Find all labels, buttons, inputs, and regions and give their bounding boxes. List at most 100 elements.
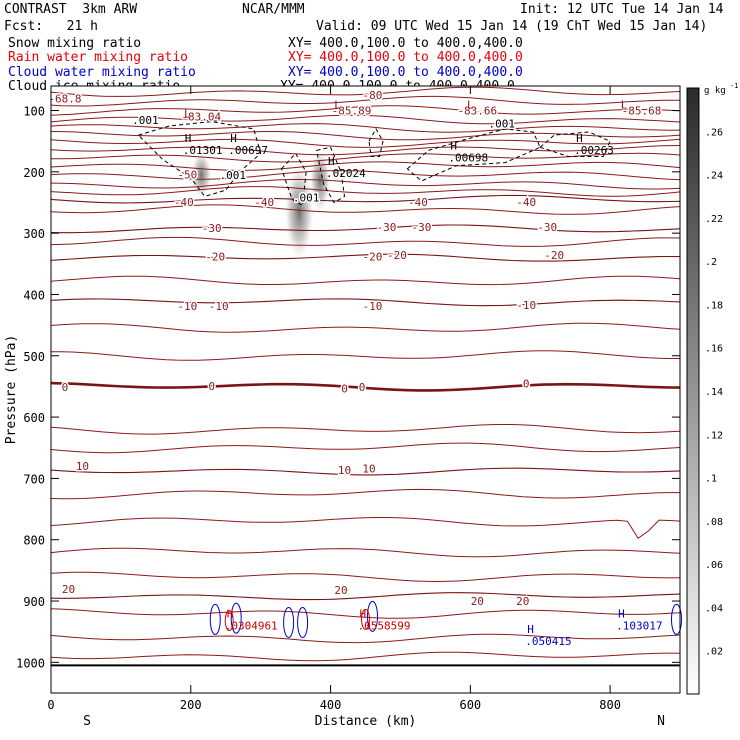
colorbar-tick-label: .26 (705, 127, 723, 138)
x-tick-label: 200 (180, 698, 202, 712)
temperature-label: 0 (359, 381, 366, 394)
temperature-label: 0 (208, 380, 215, 393)
isotherm-line (50, 130, 681, 141)
minimum-L-marker: L (334, 98, 341, 111)
isotherm-10 (50, 467, 681, 476)
cloud-ice-label: .001 (293, 191, 320, 204)
isotherm-line (50, 571, 681, 583)
maximum-value: .0558599 (358, 619, 411, 632)
temperature-label: -50 (177, 168, 197, 181)
isotherm-line (50, 488, 680, 500)
org-label: NCAR/MMM (242, 2, 305, 17)
cloud-ice-contour (539, 131, 611, 157)
temperature-label: -40 (174, 196, 194, 209)
cloud-ice-contour (281, 152, 307, 207)
temperature-label: -10 (363, 300, 383, 313)
temperature-label: -40 (408, 196, 428, 209)
cloud-ice-contour (316, 146, 346, 204)
isotherm-line (50, 236, 681, 247)
cloud-ice-contour (137, 121, 262, 197)
temperature-label: -20 (387, 249, 407, 262)
colorbar-unit: g kg (704, 86, 726, 96)
temperature-label: -20 (544, 249, 564, 262)
isotherm-line (50, 114, 681, 125)
isotherm-line (50, 442, 681, 454)
y-axis-title: Pressure (hPa) (4, 335, 19, 445)
isotherm-line (50, 161, 681, 171)
x-tick-label: 0 (47, 698, 54, 712)
maximum-value: .00698 (448, 152, 488, 165)
temperature-label: -10 (177, 300, 197, 313)
isotherm--10 (50, 298, 681, 307)
temperature-label: -30 (202, 222, 222, 235)
isotherm-line (50, 186, 681, 197)
maximum-H-marker: H (618, 607, 625, 620)
isotherm-line (50, 123, 681, 133)
temperature-label: -20 (205, 250, 225, 263)
cloud-water-contour (209, 603, 221, 635)
isotherm-line (50, 204, 681, 215)
cloud-ice-contour (406, 128, 541, 182)
field-name-snow: Snow mixing ratio (8, 36, 142, 51)
colorbar (686, 87, 700, 695)
maximum-value: .0304961 (225, 619, 278, 632)
plot-frame (50, 85, 681, 694)
maximum-value: .02024 (326, 167, 366, 180)
isotherm-line (51, 350, 680, 361)
x-tick-label: 400 (320, 698, 342, 712)
temperature-label: 10 (76, 460, 89, 473)
colorbar-tick-label: .02 (705, 647, 723, 658)
temperature-label: -80 (363, 89, 383, 102)
maximum-H-marker: H (450, 140, 457, 153)
minimum-L-marker: L (621, 98, 628, 111)
isotherm-20 (50, 592, 681, 601)
isotherm-line (50, 547, 681, 558)
y-tick-label: 200 (23, 166, 45, 180)
forecast-hour: Fcst: 21 h (4, 19, 98, 34)
isotherm-line (50, 179, 681, 190)
y-tick-label: 800 (23, 534, 45, 548)
field-xy-cloud-water: XY= 400.0,100.0 to 400.0,400.0 (288, 65, 523, 80)
temperature-label: -10 (516, 299, 536, 312)
temperature-label: 10 (362, 463, 375, 476)
temperature-label: 20 (62, 583, 75, 596)
temperature-label: -30 (411, 221, 431, 234)
temperature-label: -83.66 (457, 105, 497, 118)
colorbar-tick-label: .24 (705, 171, 723, 182)
minimum-L-marker: L (184, 108, 191, 121)
isotherm-0 (50, 381, 681, 392)
x-axis-title: Distance (km) (315, 714, 417, 729)
colorbar-tick-label: .1 (705, 474, 717, 485)
valid-time: Valid: 09 UTC Wed 15 Jan 14 (19 ChT Wed … (316, 19, 708, 34)
y-tick-label: 100 (23, 105, 45, 119)
cloud-ice-label: .001 (132, 114, 159, 127)
maximum-H-marker: H (576, 132, 583, 145)
north-label: N (657, 714, 665, 729)
isotherm-line (50, 95, 680, 107)
colorbar-tick-label: .18 (705, 300, 723, 311)
temperature-label: -85.68 (622, 105, 662, 118)
temperature-label: -30 (537, 221, 557, 234)
colorbar-tick-label: .06 (705, 560, 723, 571)
isotherm-line (50, 424, 681, 435)
isotherm-line (50, 86, 681, 97)
field-name-cloud-water: Cloud water mixing ratio (8, 65, 196, 80)
plot-area (51, 86, 680, 693)
cloud-water-contour (283, 606, 295, 638)
temperature-label: 10 (338, 464, 351, 477)
temperature-label: -85.89 (332, 105, 372, 118)
y-tick-label: 400 (23, 288, 45, 302)
isotherm--40 (50, 194, 681, 204)
temperature-label: -40 (254, 196, 274, 209)
maximum-value: .01301 (183, 144, 223, 157)
isotherm-line (50, 105, 681, 116)
temperature-label: -20 (363, 250, 383, 263)
maximum-H-marker: H (227, 607, 234, 620)
rain-contour (224, 610, 234, 632)
isotherm-line (50, 322, 681, 333)
colorbar-unit-exponent: -1 (730, 82, 738, 90)
maximum-value: .050415 (525, 635, 571, 648)
y-tick-label: 500 (23, 350, 45, 364)
field-xy-rain: XY= 400.0,100.0 to 400.0,400.0 (288, 50, 523, 65)
cloud-ice-label: .001 (489, 118, 516, 131)
